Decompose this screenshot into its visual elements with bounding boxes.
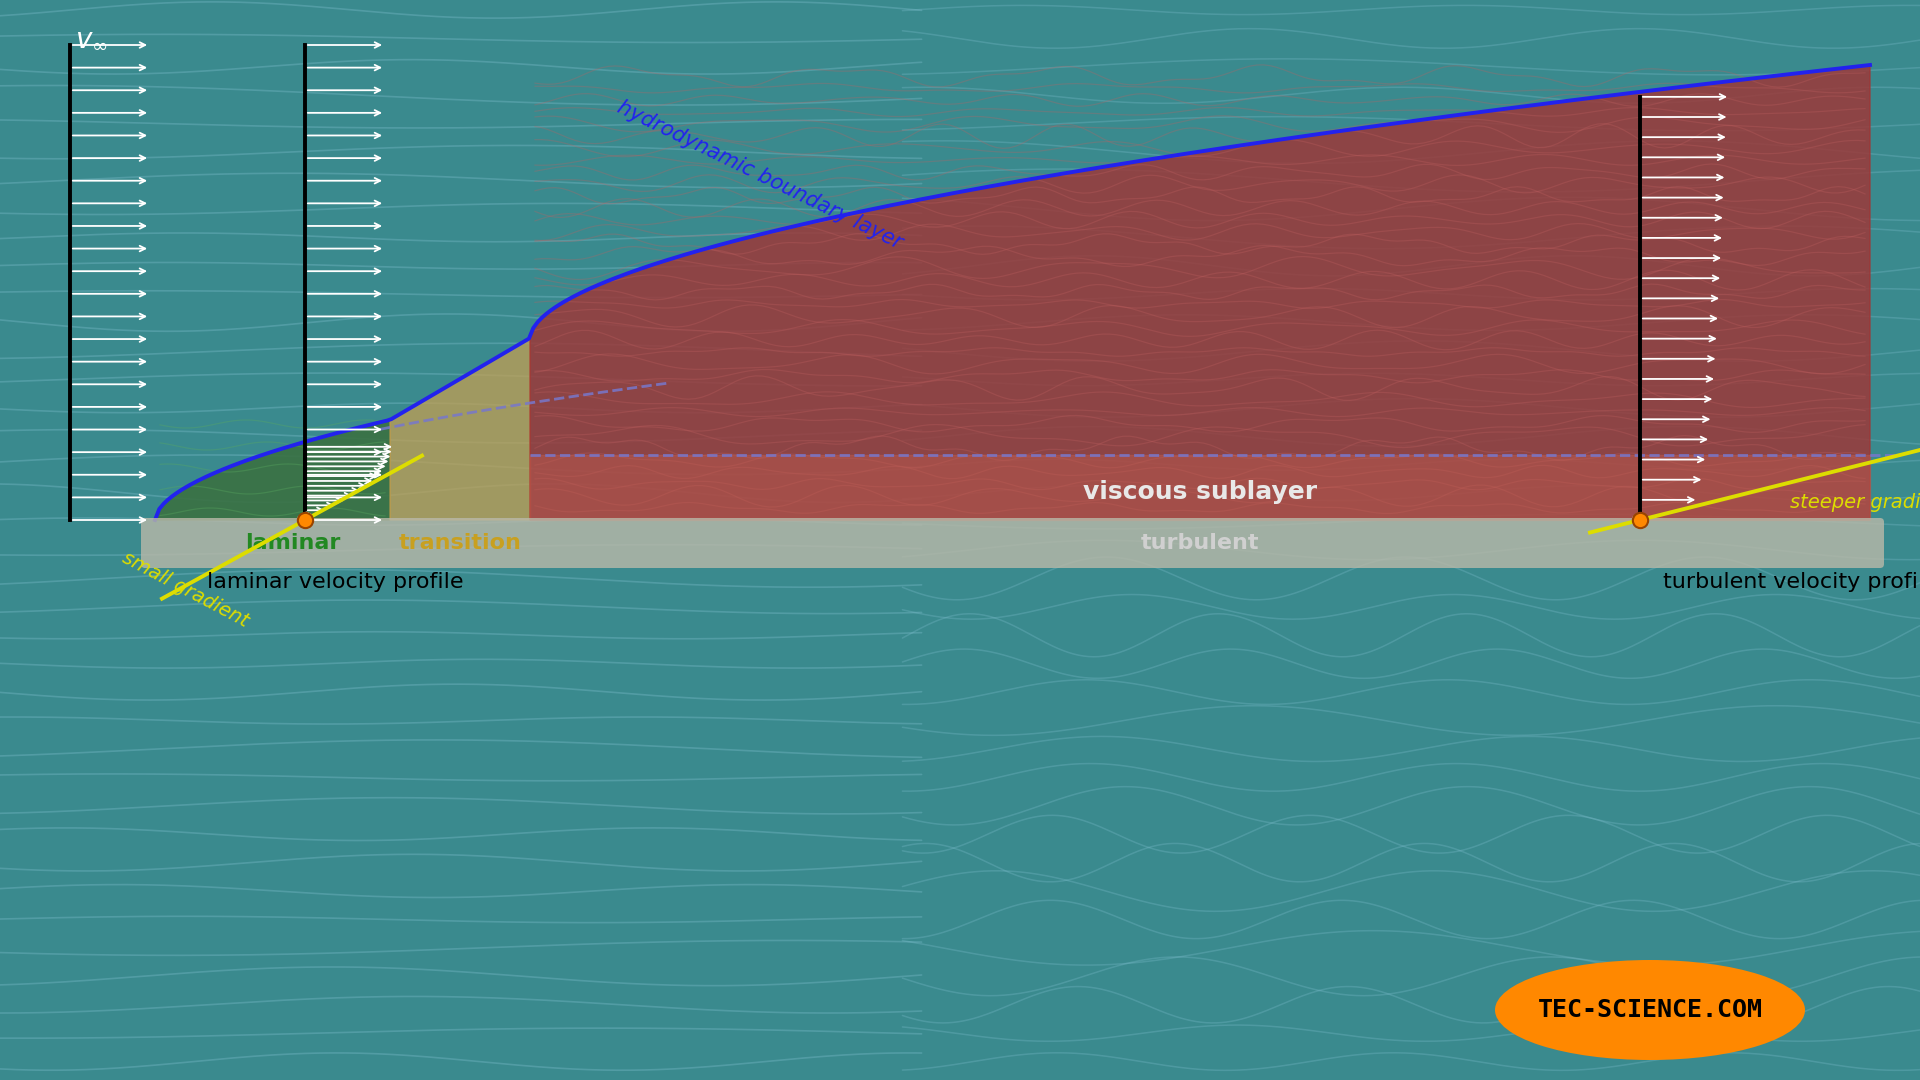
Ellipse shape [1496, 960, 1805, 1059]
Text: hydrodynamic boundary layer: hydrodynamic boundary layer [614, 97, 906, 253]
Polygon shape [530, 65, 1870, 519]
Text: transition: transition [399, 534, 522, 553]
Text: viscous sublayer: viscous sublayer [1083, 481, 1317, 504]
Polygon shape [390, 338, 530, 519]
Polygon shape [156, 420, 390, 519]
Text: TEC-SCIENCE.COM: TEC-SCIENCE.COM [1538, 998, 1763, 1022]
FancyBboxPatch shape [140, 518, 1884, 568]
Text: turbulent velocity profile: turbulent velocity profile [1663, 572, 1920, 592]
Text: laminar: laminar [246, 534, 340, 553]
Text: steeper gradient: steeper gradient [1789, 492, 1920, 512]
Text: turbulent: turbulent [1140, 534, 1260, 553]
Text: $v_\infty$: $v_\infty$ [75, 24, 108, 52]
Polygon shape [530, 455, 1870, 519]
Text: laminar velocity profile: laminar velocity profile [207, 572, 463, 592]
Text: small gradient: small gradient [119, 549, 252, 632]
